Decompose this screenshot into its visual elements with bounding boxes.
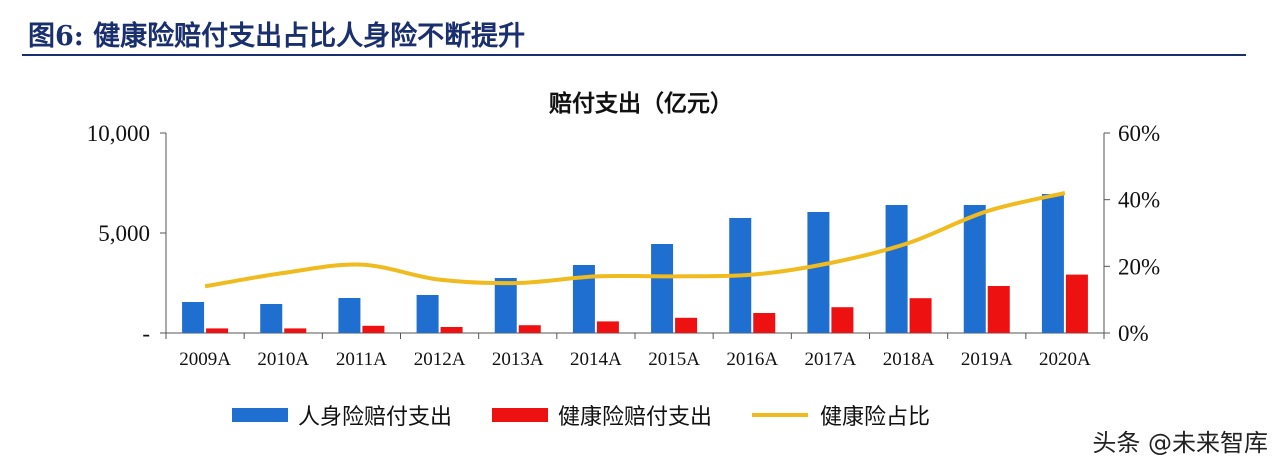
x-tick-label: 2011A bbox=[336, 349, 387, 370]
legend-label-health-share: 健康险占比 bbox=[820, 405, 931, 430]
bar-health-payout bbox=[1065, 274, 1088, 333]
x-tick-label: 2020A bbox=[1039, 349, 1091, 370]
bar-life-payout bbox=[572, 265, 595, 333]
x-tick-label: 2017A bbox=[805, 349, 857, 370]
bar-health-payout bbox=[831, 307, 854, 333]
chart-title: 赔付支出（亿元） bbox=[549, 91, 733, 117]
bar-health-payout bbox=[753, 313, 776, 333]
left-tick-label: 10,000 bbox=[87, 121, 150, 146]
legend-swatch-health-payout bbox=[492, 408, 549, 422]
legend-item-life-payout: 人身险赔付支出 bbox=[232, 399, 452, 431]
x-tick-label: 2012A bbox=[414, 349, 466, 370]
x-tick-label: 2014A bbox=[570, 349, 622, 370]
watermark: 头条 @未来智库 bbox=[1092, 429, 1268, 457]
bar-health-payout bbox=[909, 298, 932, 333]
legend-label-health-payout: 健康险赔付支出 bbox=[558, 405, 713, 430]
x-tick-label: 2019A bbox=[961, 349, 1013, 370]
x-tick-label: 2018A bbox=[883, 349, 935, 370]
right-tick-label: 40% bbox=[1118, 188, 1160, 213]
bar-health-payout bbox=[440, 327, 463, 333]
bar-health-payout bbox=[518, 325, 541, 333]
bar-health-payout bbox=[987, 286, 1010, 333]
bar-life-payout bbox=[260, 304, 283, 333]
legend-swatch-health-share bbox=[752, 413, 809, 417]
line-health-share bbox=[204, 191, 1066, 289]
bar-health-payout bbox=[284, 328, 307, 333]
bar-life-payout bbox=[807, 212, 830, 333]
chart-legend: 人身险赔付支出 健康险赔付支出 健康险占比 bbox=[232, 398, 970, 432]
bar-life-payout bbox=[651, 244, 674, 333]
legend-item-health-payout: 健康险赔付支出 bbox=[492, 399, 712, 431]
bar-health-payout bbox=[675, 317, 698, 333]
right-tick-label: 60% bbox=[1118, 121, 1160, 146]
x-tick-label: 2016A bbox=[726, 349, 778, 370]
legend-swatch-life-payout bbox=[232, 408, 288, 422]
legend-label-life-payout: 人身险赔付支出 bbox=[298, 405, 453, 430]
bar-life-payout bbox=[338, 298, 361, 333]
x-tick-label: 2009A bbox=[179, 349, 231, 370]
right-tick-label: 20% bbox=[1118, 254, 1160, 279]
bar-health-payout bbox=[362, 325, 385, 333]
x-tick-label: 2013A bbox=[492, 349, 544, 370]
bar-health-payout bbox=[596, 321, 619, 333]
bar-health-payout bbox=[206, 328, 229, 333]
figure-title: 图6: 健康险赔付支出占比人身险不断提升 bbox=[28, 21, 526, 52]
left-tick-label: - bbox=[142, 321, 150, 346]
figure-header: 图6: 健康险赔付支出占比人身险不断提升 bbox=[22, 6, 1246, 56]
bar-life-payout bbox=[1041, 194, 1064, 333]
right-tick-label: 0% bbox=[1118, 321, 1149, 346]
bar-life-payout bbox=[494, 278, 517, 333]
bar-life-payout bbox=[885, 205, 908, 333]
bar-life-payout bbox=[963, 205, 986, 333]
legend-item-health-share: 健康险占比 bbox=[752, 399, 930, 431]
x-tick-label: 2015A bbox=[648, 349, 700, 370]
x-tick-label: 2010A bbox=[257, 349, 309, 370]
left-tick-label: 5,000 bbox=[98, 221, 150, 246]
bar-life-payout bbox=[416, 295, 439, 333]
bar-life-payout bbox=[182, 302, 205, 333]
